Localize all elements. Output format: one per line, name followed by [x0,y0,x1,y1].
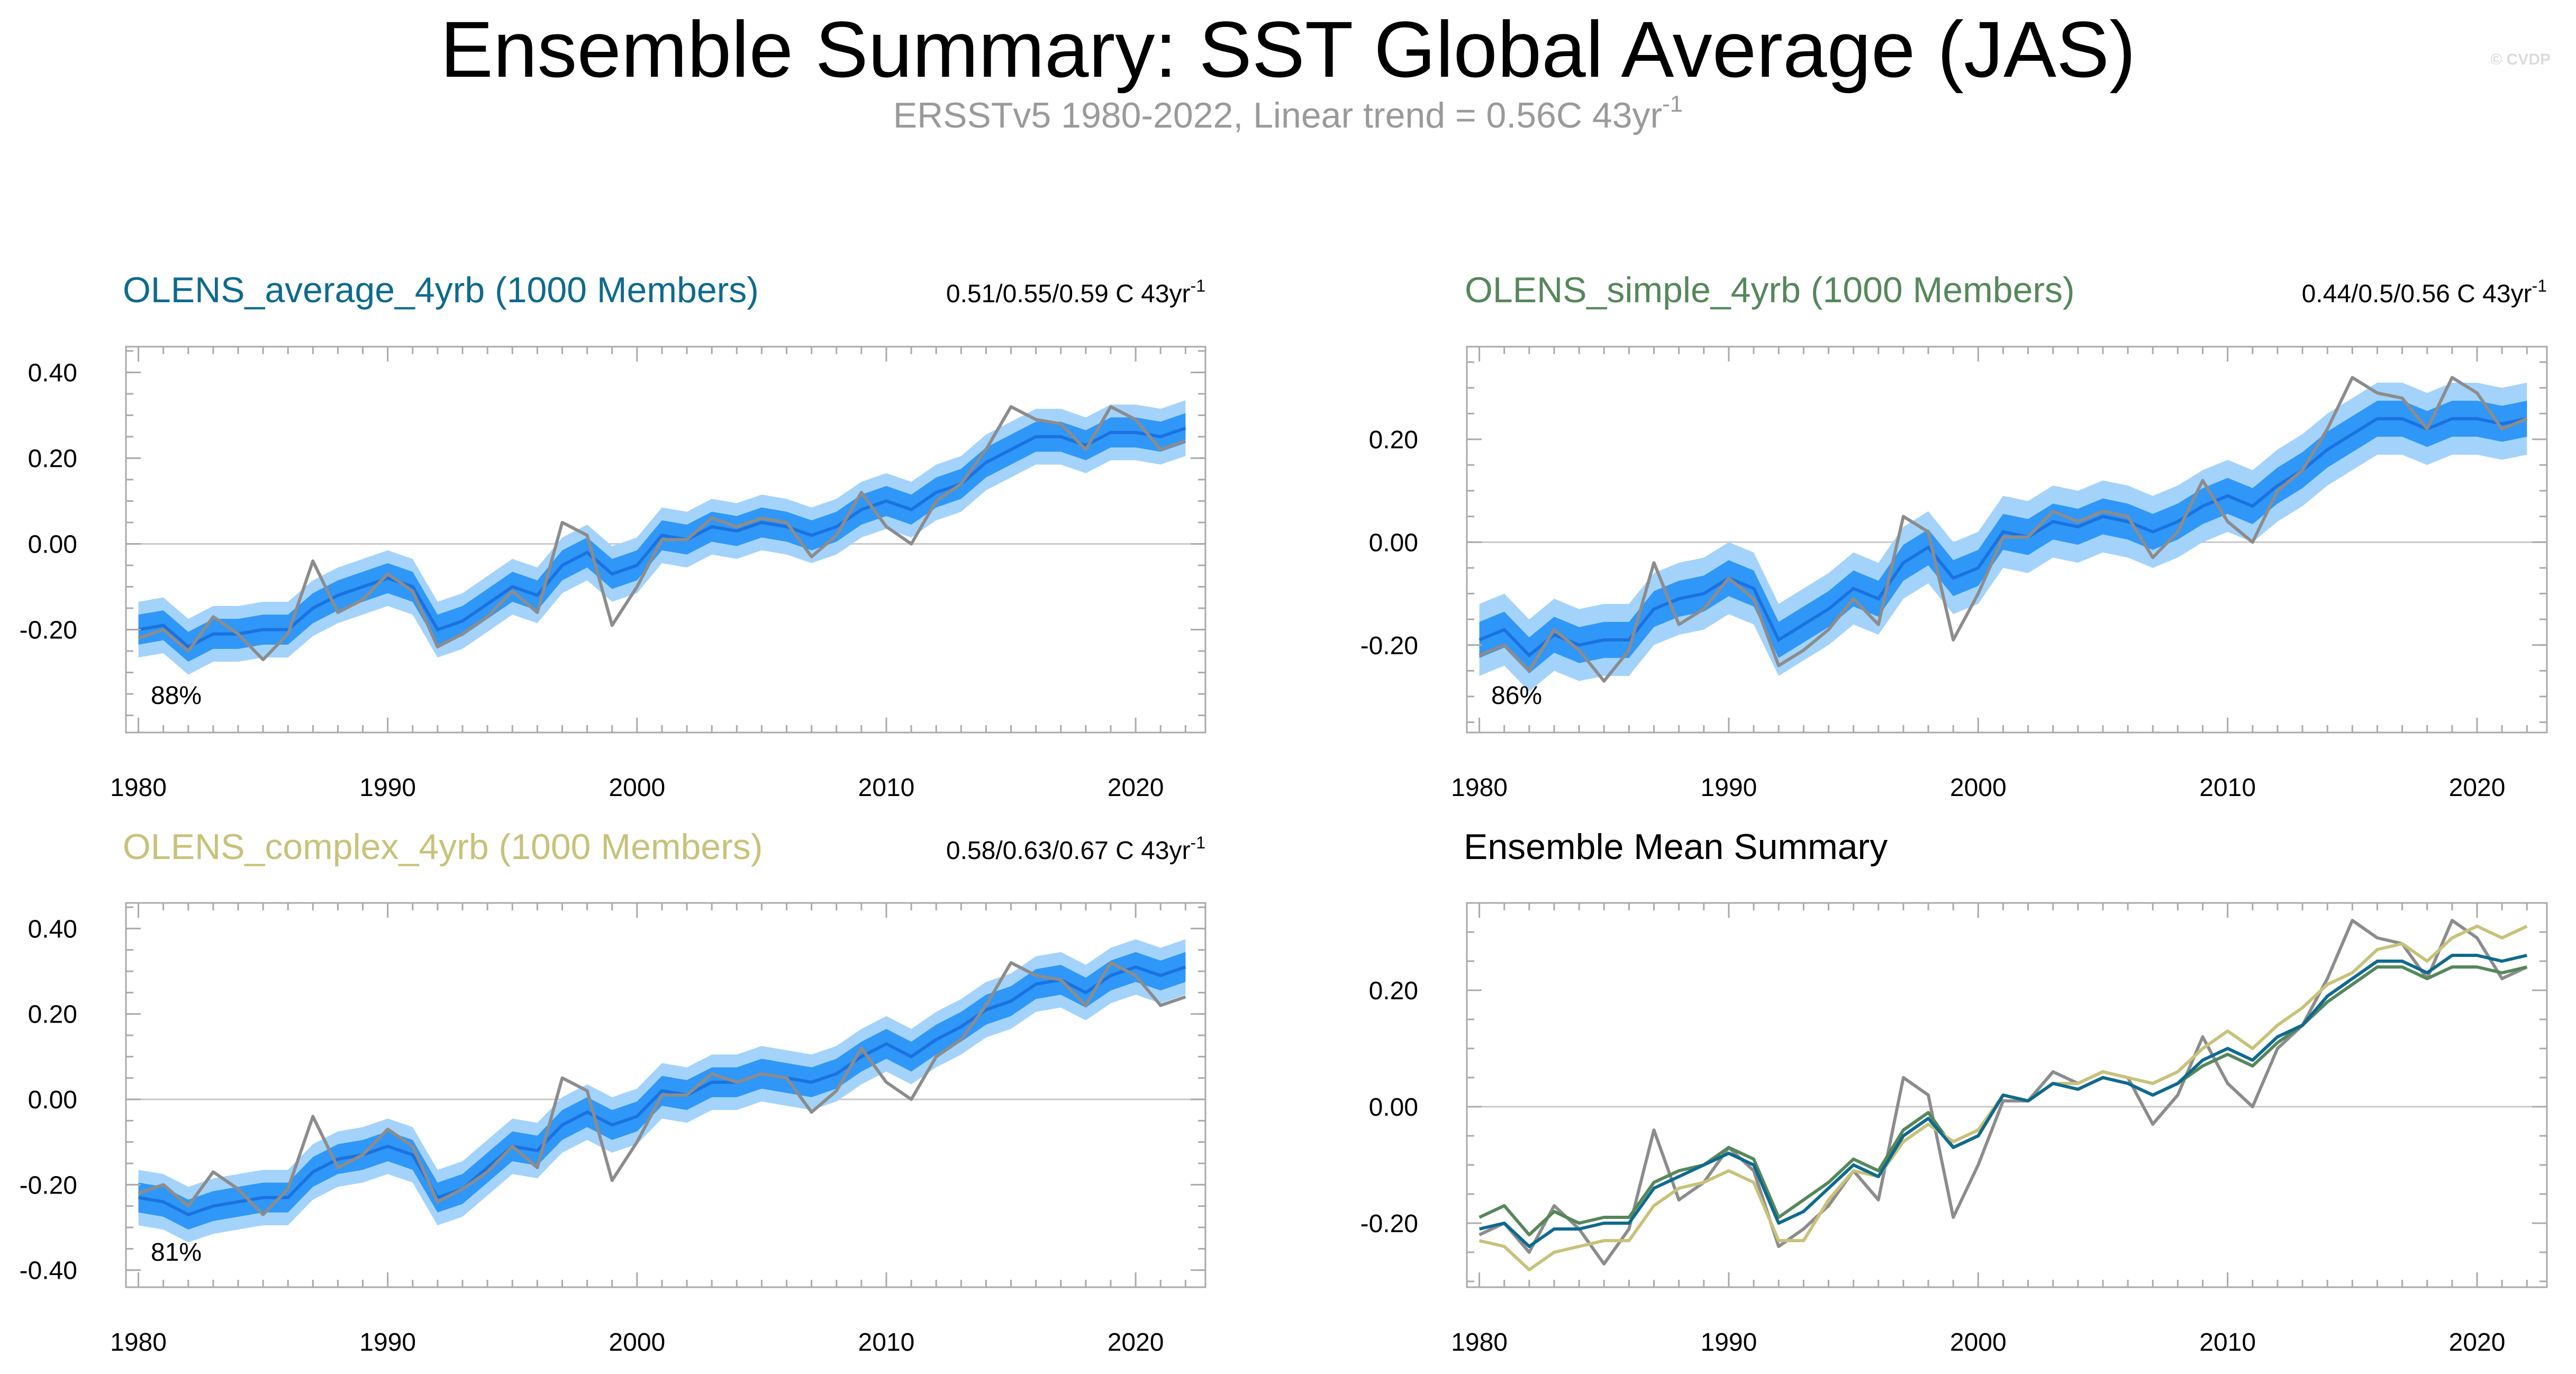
panel-complex-title: OLENS_complex_4yrb (1000 Members) [123,827,763,867]
panel-summary-title: Ensemble Mean Summary [1464,827,1888,867]
average-y-tick-label: 0.20 [28,445,77,473]
complex-x-tick-label: 2010 [858,1328,915,1357]
average-ensemble-mean-line [138,427,1186,649]
complex-x-tick-label: 1980 [110,1328,167,1357]
simple-plot-frame [1466,346,2548,734]
simple-x-tick-label: 2010 [2199,774,2256,802]
average-x-tick-label: 2020 [1108,774,1164,802]
summary-x-tick-label: 2000 [1950,1328,2007,1357]
summary-x-tick-label: 2010 [2199,1328,2256,1357]
panel-simple-trend-text: 0.44/0.5/0.56 C 43yr [2301,280,2532,308]
summary-x-tick-label: 1990 [1701,1328,1757,1357]
complex-y-tick-label: -0.40 [20,1257,77,1285]
figure-subtitle: ERSSTv5 1980-2022, Linear trend = 0.56C … [0,91,2576,137]
complex-y-tick-label: -0.20 [20,1171,77,1199]
subtitle-exponent: -1 [1662,91,1683,117]
summary-olens-average-4yrb-line [1479,954,2527,1248]
average-x-tick-label: 1980 [110,774,167,802]
subtitle-text: ERSSTv5 1980-2022, Linear trend = 0.56C … [893,95,1663,135]
simple-x-tick-label: 1980 [1451,774,1508,802]
summary-y-tick-label: 0.20 [1369,977,1418,1005]
simple-y-tick-label: 0.20 [1369,426,1418,454]
summary-x-tick-label: 1980 [1451,1328,1508,1357]
complex-y-tick-label: 0.00 [28,1086,77,1114]
average-percent-label: 88% [151,682,202,710]
summary-plot-frame [1466,902,2548,1288]
average-y-tick-label: 0.40 [28,359,77,387]
average-y-tick-label: 0.00 [28,531,77,559]
figure-title: Ensemble Summary: SST Global Average (JA… [440,5,2136,94]
summary-ersstv5-observations-line [1479,919,2528,1265]
panel-complex-trend-text: 0.58/0.63/0.67 C 43yr [946,837,1191,865]
simple-x-tick-label: 2000 [1950,774,2007,802]
average-x-tick-label: 2000 [609,774,665,802]
simple-x-tick-label: 2020 [2449,774,2506,802]
summary-x-tick-label: 2020 [2449,1328,2506,1357]
panel-simple-trend: 0.44/0.5/0.56 C 43yr-1 [2301,276,2547,310]
simple-x-tick-label: 1990 [1701,774,1757,802]
simple-y-tick-label: 0.00 [1369,529,1418,557]
panel-average-trend-exponent: -1 [1190,276,1205,295]
complex-y-tick-label: 0.20 [28,1001,77,1029]
average-y-tick-label: -0.20 [20,617,77,645]
complex-y-tick-label: 0.40 [28,915,77,943]
complex-percent-label: 81% [151,1239,202,1267]
panel-complex-trend-exponent: -1 [1190,833,1205,852]
complex-x-tick-label: 1990 [359,1328,416,1357]
panel-average-trend: 0.51/0.55/0.59 C 43yr-1 [946,276,1205,310]
average-plot-frame [125,346,1207,734]
panel-simple-title: OLENS_simple_4yrb (1000 Members) [1465,270,2075,310]
summary-y-tick-label: 0.00 [1369,1093,1418,1122]
complex-ensemble-mean-line [138,965,1186,1217]
average-x-tick-label: 2010 [858,774,915,802]
simple-percent-label: 86% [1491,682,1542,710]
panel-complex-trend: 0.58/0.63/0.67 C 43yr-1 [946,833,1205,866]
panel-average-trend-text: 0.51/0.55/0.59 C 43yr [946,280,1191,308]
cvdp-credit: © CVDP [2490,51,2551,68]
complex-x-tick-label: 2000 [609,1328,665,1357]
panel-simple-trend-exponent: -1 [2532,276,2547,295]
complex-x-tick-label: 2020 [1108,1328,1164,1357]
average-observations-line [138,405,1186,662]
average-x-tick-label: 1990 [359,774,416,802]
panel-average-title: OLENS_average_4yrb (1000 Members) [123,270,759,310]
complex-observations-line [138,961,1186,1216]
simple-ensemble-mean-line [1479,417,2527,658]
complex-plot-frame [125,902,1207,1288]
simple-observations-line [1479,376,2528,683]
simple-y-tick-label: -0.20 [1360,632,1418,660]
summary-y-tick-label: -0.20 [1360,1210,1418,1238]
